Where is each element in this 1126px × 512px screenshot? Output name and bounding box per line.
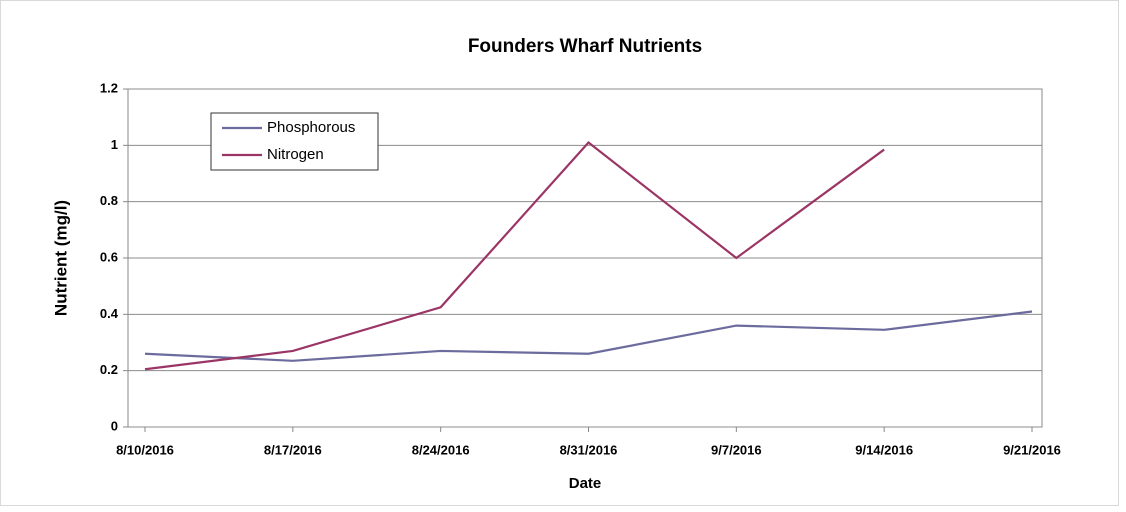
series-line (144, 310, 1033, 362)
y-tick-label: 0 (111, 418, 118, 433)
x-tick-label: 8/10/2016 (116, 442, 174, 457)
y-tick-label: 1 (111, 137, 118, 152)
x-axis-label: Date (569, 475, 602, 492)
x-tick-label: 9/7/2016 (711, 442, 762, 457)
y-tick-label: 0.6 (100, 249, 118, 264)
legend-box (210, 112, 379, 171)
x-tick-label: 8/17/2016 (264, 442, 322, 457)
y-axis-label: Nutrient (mg/l) (51, 200, 70, 316)
chart-title: Founders Wharf Nutrients (468, 36, 702, 57)
y-tick-label: 0.8 (100, 193, 118, 208)
legend-label: Phosphorous (267, 119, 355, 136)
x-tick-label: 9/21/2016 (1003, 442, 1061, 457)
legend-label: Nitrogen (267, 146, 324, 163)
y-tick-label: 1.2 (100, 80, 118, 95)
y-tick-label: 0.4 (100, 306, 119, 321)
y-tick-label: 0.2 (100, 362, 118, 377)
x-tick-label: 8/24/2016 (412, 442, 470, 457)
x-tick-label: 8/31/2016 (560, 442, 618, 457)
series-line (144, 141, 885, 371)
x-tick-label: 9/14/2016 (855, 442, 913, 457)
